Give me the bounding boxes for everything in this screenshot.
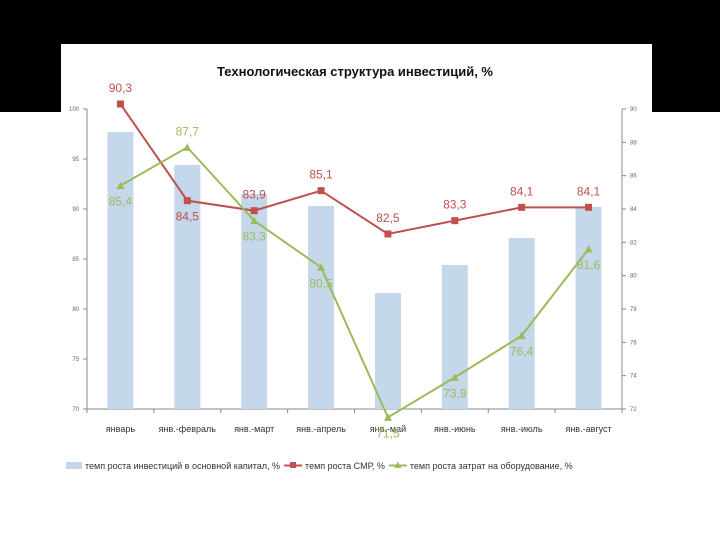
category-label: янв.-март [234,424,274,434]
point-smr [183,197,191,205]
legend: темп роста инвестиций в основной капитал… [66,461,573,471]
bar-investment [174,165,201,409]
point-smr [451,217,459,225]
left-axis-tick-label: 70 [72,407,79,413]
legend-label: темп роста инвестиций в основной капитал… [85,461,280,471]
axes: 70 75 80 85 90 95 100 72 74 76 78 80 82 84 86 88 90 январ… [69,107,637,434]
legend-label: темп роста СМР, % [305,461,385,471]
category-label: янв.-февраль [159,424,217,434]
left-axis-tick-label: 85 [72,257,79,263]
bar-investment [441,265,468,409]
data-label-smr: 90,3 [109,81,133,95]
point-smr [116,100,124,108]
legend-marker-smr [290,462,297,468]
point-equipment [383,413,392,421]
series-line-equipment [119,146,590,419]
category-label: янв.-июнь [434,424,476,434]
legend-swatch-investment [66,462,82,469]
point-smr [518,203,526,211]
right-axis-tick-label: 74 [630,374,637,380]
data-label-equipment: 76,4 [510,345,534,359]
data-label-equipment: 87,7 [176,124,200,138]
chart-title: Технологическая структура инвестиций, % [217,64,493,79]
right-axis-tick-label: 72 [630,407,637,413]
data-label-smr: 83,9 [243,188,267,202]
left-axis-tick-label: 80 [72,307,79,313]
data-label-smr: 84,1 [577,184,601,198]
right-axis-tick-label: 84 [630,207,637,213]
point-equipment [250,216,259,225]
series-line-smr [119,103,589,236]
bar-investment [241,194,268,409]
left-axis-tick-label: 95 [72,157,79,163]
category-label: янв.-май [370,424,406,434]
data-label-smr: 82,5 [376,211,400,225]
category-label: янв.-июль [501,424,543,434]
point-equipment [584,245,593,253]
chart-panel [61,44,652,499]
data-label-smr: 84,5 [176,210,200,224]
right-axis-tick-label: 78 [630,307,637,313]
lines [116,100,593,421]
data-label-smr: 85,1 [309,168,333,182]
point-equipment [116,181,125,190]
data-label-equipment: 80,5 [309,276,333,290]
left-axis-tick-label: 90 [72,207,79,213]
legend-label: темп роста затрат на оборудование, % [410,461,573,471]
point-equipment [317,263,326,271]
data-label-equipment: 83,3 [243,230,267,244]
bar-investment [107,132,134,409]
right-axis-tick-label: 90 [630,107,637,113]
category-label: январь [106,424,136,434]
left-axis-tick-label: 100 [69,107,80,113]
right-axis-tick-label: 88 [630,140,637,146]
bars [107,132,602,409]
data-label-equipment: 71,5 [376,426,400,440]
point-smr [384,230,392,238]
legend-marker-equipment [394,461,402,468]
point-smr [317,187,325,195]
bar-investment [374,293,401,409]
data-label-smr: 84,1 [510,184,534,198]
right-axis-tick-label: 82 [630,240,637,246]
category-label: янв.-август [565,424,611,434]
right-axis-tick-label: 80 [630,274,637,280]
right-axis-tick-label: 76 [630,340,637,346]
category-label: янв.-апрель [296,424,346,434]
data-label-equipment: 85,4 [109,195,133,209]
data-label-equipment: 73,9 [443,386,467,400]
data-labels: 90,3 84,5 83,9 85,1 82,5 83,3 84,1 84,1 85,4 87,7… [109,81,601,440]
bar-investment [575,207,602,409]
point-equipment [183,143,192,151]
point-equipment [450,373,459,381]
data-label-smr: 83,3 [443,198,467,212]
point-smr [585,203,593,211]
point-smr [250,207,258,215]
data-label-equipment: 81,6 [577,258,601,272]
point-equipment [517,331,526,340]
right-axis-tick-label: 86 [630,174,637,180]
bar-investment [308,206,335,409]
left-axis-tick-label: 75 [72,357,79,363]
